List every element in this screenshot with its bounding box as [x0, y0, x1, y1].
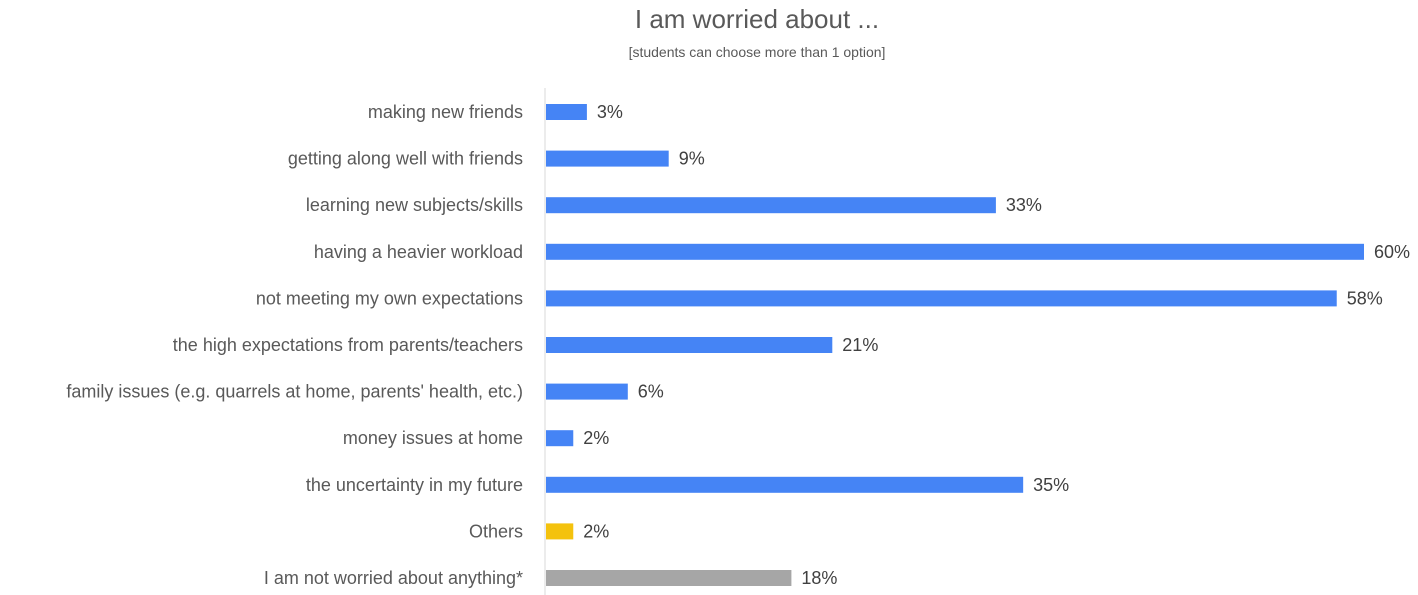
bars-group: making new friends 3% getting along well w…: [66, 102, 1410, 588]
category-label: family issues (e.g. quarrels at home, pa…: [66, 382, 523, 402]
category-label: getting along well with friends: [288, 149, 523, 169]
bar: [546, 523, 574, 540]
data-label: 60%: [1374, 242, 1410, 262]
data-label: 3%: [597, 102, 623, 122]
data-label: 18%: [801, 568, 837, 588]
data-label: 21%: [842, 335, 878, 355]
bar: [546, 476, 1024, 493]
category-label: Others: [469, 521, 523, 541]
category-label: learning new subjects/skills: [306, 195, 523, 215]
data-label: 35%: [1033, 475, 1069, 495]
bar: [546, 430, 574, 447]
category-label: the uncertainty in my future: [306, 475, 523, 495]
category-label: having a heavier workload: [314, 242, 523, 262]
bar: [546, 243, 1364, 260]
data-label: 58%: [1347, 288, 1383, 308]
bar: [546, 337, 833, 353]
bar: [546, 570, 792, 586]
data-label: 2%: [583, 521, 609, 541]
category-label: I am not worried about anything*: [264, 568, 523, 588]
bar: [546, 383, 628, 400]
bar: [546, 197, 996, 214]
bar: [546, 150, 669, 167]
data-label: 2%: [583, 428, 609, 448]
category-label: the high expectations from parents/teach…: [173, 335, 523, 355]
category-label: money issues at home: [343, 428, 523, 448]
data-label: 9%: [679, 149, 705, 169]
category-label: not meeting my own expectations: [256, 288, 523, 308]
chart-subtitle: [students can choose more than 1 option]: [629, 44, 886, 60]
bar: [546, 290, 1337, 307]
chart-title: I am worried about ...: [635, 4, 879, 34]
data-label: 6%: [638, 382, 664, 402]
bar: [546, 104, 587, 120]
data-label: 33%: [1006, 195, 1042, 215]
category-label: making new friends: [368, 102, 523, 122]
